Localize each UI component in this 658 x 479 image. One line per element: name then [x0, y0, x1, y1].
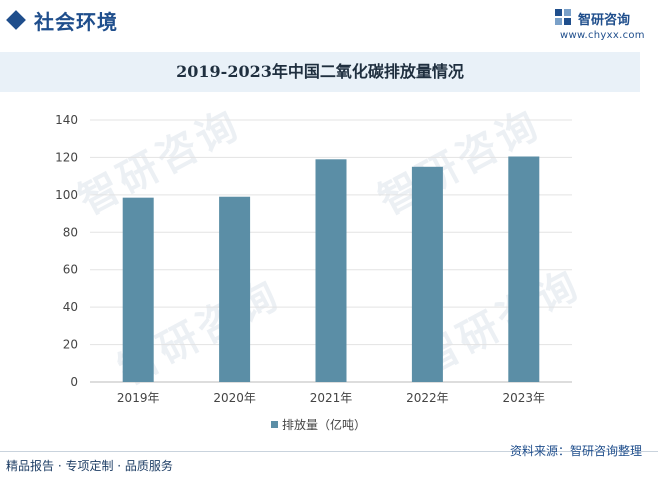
brand-logo-icon — [555, 9, 571, 25]
x-tick-label: 2023年 — [503, 391, 546, 405]
bar — [219, 196, 251, 382]
section-title: 社会环境 — [34, 10, 118, 34]
bar — [411, 166, 443, 382]
brand-name: 智研咨询 — [578, 13, 631, 28]
legend: 排放量（亿吨） — [271, 417, 366, 432]
y-tick-label: 0 — [70, 375, 78, 389]
bars — [122, 156, 540, 382]
diamond-icon — [6, 10, 26, 30]
chart-title-band — [0, 52, 640, 92]
y-tick-label: 120 — [55, 150, 78, 164]
x-tick-label: 2019年 — [117, 391, 160, 405]
x-tick-label: 2021年 — [310, 391, 353, 405]
bar — [508, 156, 540, 382]
legend-swatch — [271, 421, 278, 428]
bar — [122, 197, 154, 382]
footer-slogan: 精品报告 · 专项定制 · 品质服务 — [6, 459, 173, 473]
x-tick-label: 2022年 — [406, 391, 449, 405]
y-tick-label: 140 — [55, 113, 78, 127]
chart-title: 2019-2023年中国二氧化碳排放量情况 — [176, 62, 464, 81]
y-tick-label: 80 — [63, 225, 78, 239]
bar — [315, 159, 347, 382]
brand-url: www.chyxx.com — [560, 30, 645, 41]
x-tick-label: 2020年 — [213, 391, 256, 405]
y-tick-label: 40 — [63, 300, 78, 314]
x-axis-ticks: 2019年 2020年 2021年 2022年 2023年 — [117, 391, 545, 405]
y-tick-label: 60 — [63, 263, 78, 277]
y-tick-label: 100 — [55, 188, 78, 202]
footer-divider — [0, 451, 658, 452]
source-note: 资料来源：智研咨询整理 — [510, 444, 643, 458]
legend-label: 排放量（亿吨） — [282, 417, 366, 432]
y-axis-ticks: 0 20 40 60 80 100 120 140 — [55, 113, 78, 389]
y-tick-label: 20 — [63, 338, 78, 352]
top-header: 社会环境 智研咨询 www.chyxx.com — [0, 0, 658, 44]
